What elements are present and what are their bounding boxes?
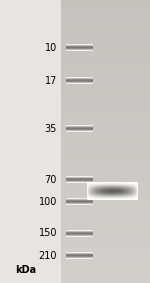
Text: 100: 100 xyxy=(39,197,57,207)
Text: 150: 150 xyxy=(39,228,57,239)
Text: 17: 17 xyxy=(45,76,57,86)
Text: 70: 70 xyxy=(45,175,57,185)
Bar xyxy=(0,0,61,283)
Text: 10: 10 xyxy=(45,43,57,53)
Text: kDa: kDa xyxy=(15,265,36,275)
Text: 210: 210 xyxy=(39,251,57,261)
Text: 35: 35 xyxy=(45,124,57,134)
